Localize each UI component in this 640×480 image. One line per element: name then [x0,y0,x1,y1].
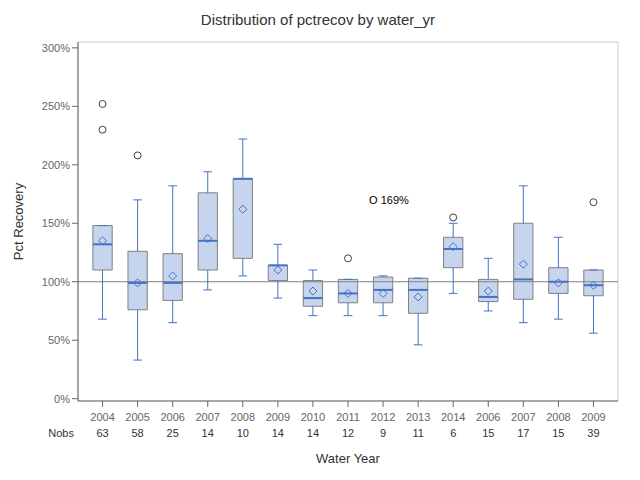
html-text:Distribution of pctrecov by wa: Distribution of pctrecov by water_yr [200,11,436,28]
svg-text:2008: 2008 [231,411,255,423]
svg-text:14: 14 [307,427,319,439]
svg-text:2007: 2007 [195,411,219,423]
svg-text:300%: 300% [42,42,70,54]
svg-text:15: 15 [552,427,564,439]
svg-text:250%: 250% [42,100,70,112]
svg-text:2006: 2006 [476,411,500,423]
svg-text:9: 9 [380,427,386,439]
svg-text:12: 12 [342,427,354,439]
svg-text:2009: 2009 [266,411,290,423]
svg-text:10: 10 [237,427,249,439]
svg-text:2014: 2014 [441,411,465,423]
svg-text:2012: 2012 [371,411,395,423]
svg-text:2009: 2009 [581,411,605,423]
svg-text:200%: 200% [42,159,70,171]
svg-text:2004: 2004 [90,411,114,423]
svg-text:15: 15 [482,427,494,439]
svg-text:39: 39 [587,427,599,439]
svg-text:2005: 2005 [125,411,149,423]
svg-text:63: 63 [96,427,108,439]
svg-text:14: 14 [272,427,284,439]
svg-text:2013: 2013 [406,411,430,423]
svg-text:Water Year: Water Year [316,451,381,466]
svg-text:2006: 2006 [160,411,184,423]
svg-text:50%: 50% [48,334,70,346]
svg-text:17: 17 [517,427,529,439]
svg-text:2010: 2010 [301,411,325,423]
svg-text:O 169%: O 169% [369,194,409,206]
svg-text:58: 58 [131,427,143,439]
svg-text:25: 25 [167,427,179,439]
svg-text:100%: 100% [42,276,70,288]
svg-text:2008: 2008 [546,411,570,423]
svg-text:Pct Recovery: Pct Recovery [11,182,26,260]
svg-text:150%: 150% [42,217,70,229]
svg-text:0%: 0% [54,393,70,405]
svg-text:14: 14 [202,427,214,439]
svg-text:2007: 2007 [511,411,535,423]
svg-text:11: 11 [412,427,423,439]
svg-text:Nobs: Nobs [48,427,74,439]
svg-text:6: 6 [450,427,456,439]
svg-text:2011: 2011 [336,411,360,423]
